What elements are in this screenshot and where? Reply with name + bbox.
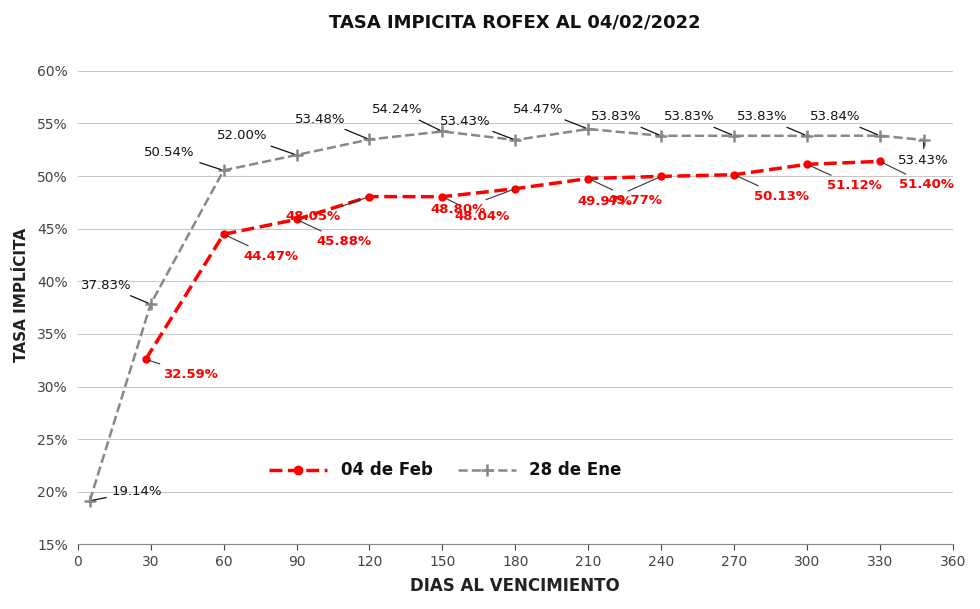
X-axis label: DIAS AL VENCIMIENTO: DIAS AL VENCIMIENTO [411, 577, 620, 595]
Text: 49.97%: 49.97% [577, 178, 659, 208]
Title: TASA IMPICITA ROFEX AL 04/02/2022: TASA IMPICITA ROFEX AL 04/02/2022 [329, 14, 701, 32]
Text: 51.40%: 51.40% [882, 163, 955, 191]
Text: 53.43%: 53.43% [440, 114, 513, 139]
Text: 44.47%: 44.47% [226, 236, 298, 262]
Text: 37.83%: 37.83% [80, 279, 148, 303]
Text: 48.05%: 48.05% [285, 197, 367, 223]
Legend: 04 de Feb, 28 de Ene: 04 de Feb, 28 de Ene [263, 455, 628, 486]
Text: 19.14%: 19.14% [92, 485, 163, 500]
Text: 53.83%: 53.83% [591, 110, 659, 135]
Text: 50.13%: 50.13% [737, 176, 808, 203]
Text: 53.83%: 53.83% [664, 110, 731, 135]
Text: 53.84%: 53.84% [810, 110, 877, 135]
Text: 53.83%: 53.83% [737, 110, 805, 135]
Text: 53.43%: 53.43% [899, 143, 949, 167]
Text: 52.00%: 52.00% [217, 129, 294, 154]
Text: 49.77%: 49.77% [591, 180, 662, 207]
Y-axis label: TASA IMPLÍCITA: TASA IMPLÍCITA [14, 227, 28, 362]
Text: 50.54%: 50.54% [144, 146, 220, 169]
Text: 54.47%: 54.47% [514, 103, 586, 128]
Text: 48.04%: 48.04% [445, 198, 510, 223]
Text: 53.48%: 53.48% [295, 113, 367, 138]
Text: 32.59%: 32.59% [148, 360, 218, 381]
Text: 54.24%: 54.24% [372, 103, 440, 130]
Text: 45.88%: 45.88% [299, 220, 371, 248]
Text: 48.80%: 48.80% [431, 189, 513, 216]
Text: 51.12%: 51.12% [809, 166, 881, 192]
